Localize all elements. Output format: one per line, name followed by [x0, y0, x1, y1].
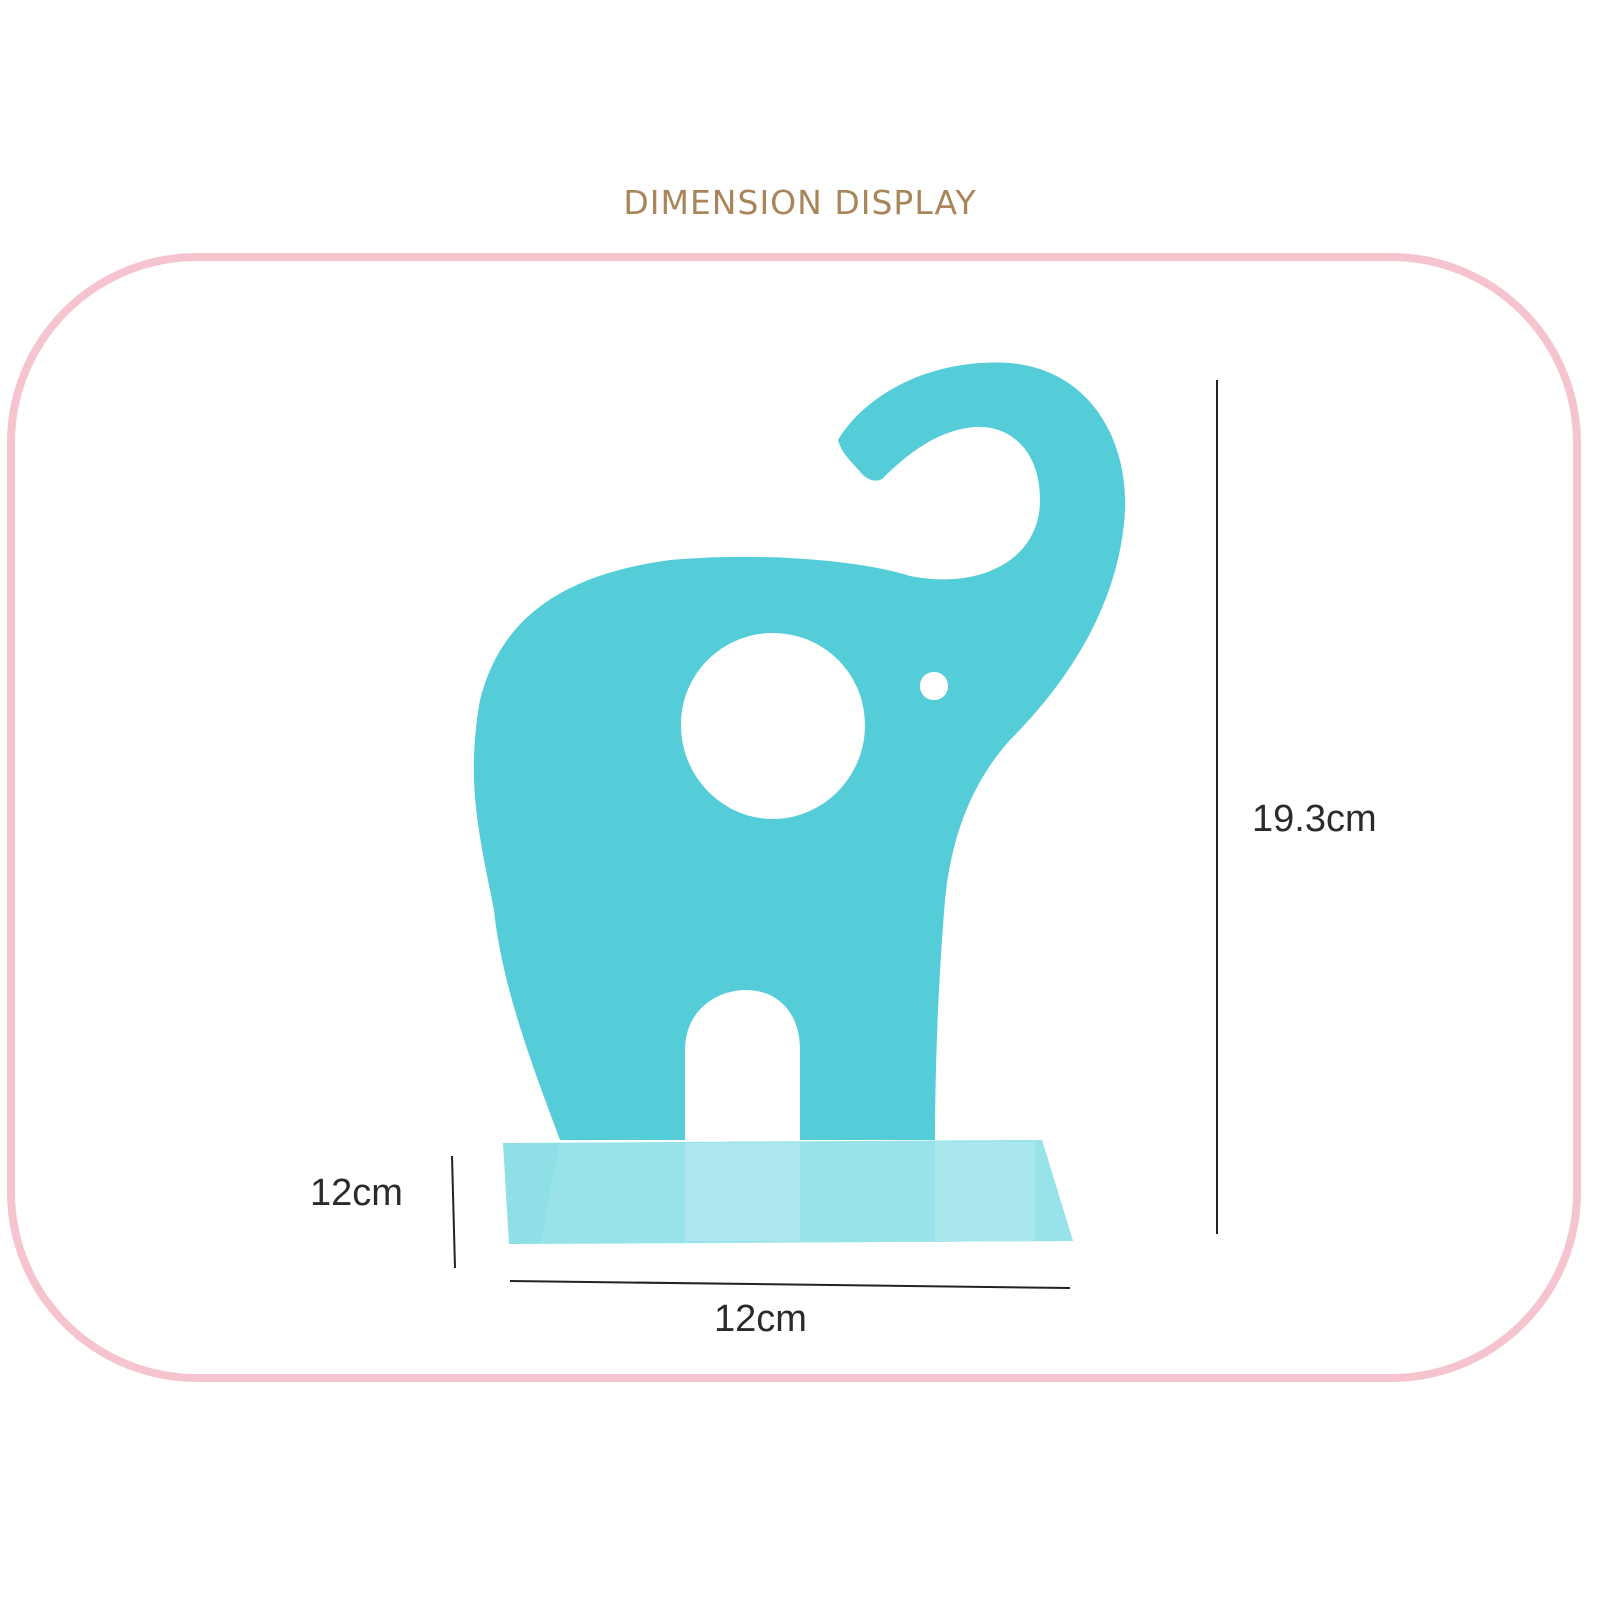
width-label: 12cm — [714, 1298, 807, 1340]
base-plate-highlight — [540, 1140, 1073, 1244]
elephant-silhouette — [473, 362, 1126, 1140]
leg-reflection-back — [935, 1142, 1035, 1241]
heading: DIMENSION DISPLAY — [623, 183, 977, 222]
depth-label: 12cm — [310, 1172, 403, 1214]
rounded-frame — [7, 253, 1581, 1382]
height-label: 19.3cm — [1252, 798, 1377, 840]
width-dimension-line — [509, 1280, 1071, 1289]
depth-dimension-line — [451, 1155, 456, 1269]
leg-reflection-front — [685, 1143, 800, 1241]
